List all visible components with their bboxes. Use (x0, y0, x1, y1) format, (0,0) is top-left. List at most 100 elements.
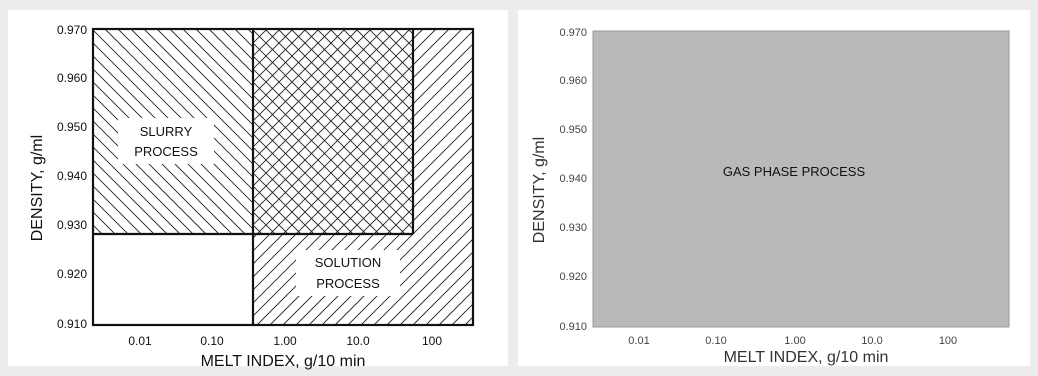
left-y-axis-title: DENSITY, g/ml (29, 135, 46, 241)
hatch-line (253, 159, 328, 234)
hatch-line (253, 29, 307, 83)
y-tick: 0.920 (57, 267, 87, 281)
hatch-line (253, 29, 424, 200)
hatch-line (130, 29, 253, 152)
y-tick: 0.960 (57, 71, 87, 85)
left-x-ticks: 0.01 0.10 1.00 10.0 100 (128, 334, 442, 348)
hatch-line (253, 94, 393, 234)
hatch-line (355, 29, 413, 87)
hatch-line (253, 107, 380, 234)
hatch-line (253, 29, 398, 174)
y-tick: 0.910 (559, 321, 587, 333)
slurry-label-backing (118, 118, 214, 164)
right-x-axis-title: MELT INDEX, g/10 min (724, 349, 889, 366)
hatch-line (253, 29, 450, 226)
hatch-line (253, 120, 367, 234)
hatch-line (253, 82, 473, 304)
solution-label-line2: PROCESS (316, 276, 380, 291)
x-tick: 0.01 (628, 335, 649, 347)
hatch-line (360, 212, 473, 325)
gas-phase-region (592, 30, 1010, 328)
hatch-line (93, 107, 220, 234)
hatch-line (253, 81, 406, 234)
left-panel: SLURRY PROCESS SOLUTION PROCESS 0.970 0.… (8, 10, 508, 370)
hatch-line (253, 69, 473, 291)
y-tick: 0.930 (559, 222, 587, 234)
x-tick: 100 (422, 334, 442, 348)
hatch-line (93, 120, 207, 234)
hatch-line (156, 29, 253, 126)
hatch-line (412, 264, 473, 325)
right-panel: GAS PHASE PROCESS 0.970 0.960 0.950 0.94… (518, 10, 1030, 366)
hatch-line (253, 55, 413, 217)
x-tick: 100 (939, 335, 957, 347)
x-tick: 0.10 (200, 334, 224, 348)
hatch-line (253, 29, 437, 213)
hatch-line (290, 29, 413, 152)
hatch-line (195, 29, 253, 87)
hatch-line (253, 95, 473, 317)
hatch-line (208, 29, 253, 74)
y-tick: 0.930 (57, 218, 87, 232)
solution-label-backing (296, 250, 400, 296)
hatch-line (182, 29, 253, 100)
x-tick: 0.01 (128, 334, 152, 348)
y-tick: 0.960 (559, 75, 587, 87)
hatch-line (93, 185, 142, 234)
hatch-line (253, 133, 354, 234)
hatch-line (253, 29, 385, 161)
x-tick: 10.0 (346, 334, 370, 348)
hatch-line (253, 56, 473, 278)
hatch-line (253, 29, 411, 187)
hatch-line (373, 225, 473, 325)
hatch-line (386, 238, 473, 325)
right-y-axis-title: DENSITY, g/ml (531, 137, 548, 243)
solution-label-line1: SOLUTION (315, 255, 381, 270)
y-tick: 0.920 (559, 271, 587, 283)
y-tick: 0.940 (57, 169, 87, 183)
left-x-axis-title: MELT INDEX, g/10 min (201, 353, 366, 370)
hatch-line (399, 251, 473, 325)
hatch-line (303, 29, 413, 139)
y-tick: 0.970 (559, 27, 587, 39)
hatch-line (253, 43, 473, 265)
hatch-line (253, 30, 473, 252)
x-tick: 10.0 (861, 335, 882, 347)
y-tick: 0.950 (559, 124, 587, 136)
hatch-line (277, 29, 413, 165)
hatch-line (253, 29, 320, 96)
x-tick: 0.10 (705, 335, 726, 347)
hatch-line (253, 29, 346, 122)
hatch-line (253, 29, 359, 135)
hatch-line (253, 29, 333, 109)
y-tick: 0.910 (57, 317, 87, 331)
hatch-line (253, 29, 413, 191)
slurry-label-line2: PROCESS (134, 144, 198, 159)
hatch-line (253, 29, 372, 148)
left-y-ticks: 0.970 0.960 0.950 0.940 0.930 0.920 0.91… (57, 23, 87, 331)
hatch-line (93, 159, 168, 234)
hatch-line (316, 29, 413, 126)
hatch-line (93, 172, 155, 234)
hatch-line (368, 29, 413, 74)
y-tick: 0.950 (57, 120, 87, 134)
hatch-line (253, 146, 341, 234)
hatch-line (93, 133, 194, 234)
hatch-line (342, 29, 413, 100)
x-tick: 1.00 (784, 335, 805, 347)
hatch-line (253, 172, 315, 234)
right-x-ticks: 0.01 0.10 1.00 10.0 100 (628, 335, 957, 347)
x-tick: 1.00 (273, 334, 297, 348)
left-plot-frame (91, 27, 475, 327)
hatch-line (253, 185, 302, 234)
hatch-line (329, 29, 413, 113)
hatch-line (117, 29, 253, 165)
gas-phase-label: GAS PHASE PROCESS (723, 164, 866, 179)
hatch-line (253, 42, 413, 204)
y-tick: 0.970 (57, 23, 87, 37)
hatch-line (143, 29, 253, 139)
slurry-label-line1: SLURRY (140, 124, 193, 139)
left-panel-background (8, 10, 508, 366)
slurry-hatch (93, 29, 253, 234)
